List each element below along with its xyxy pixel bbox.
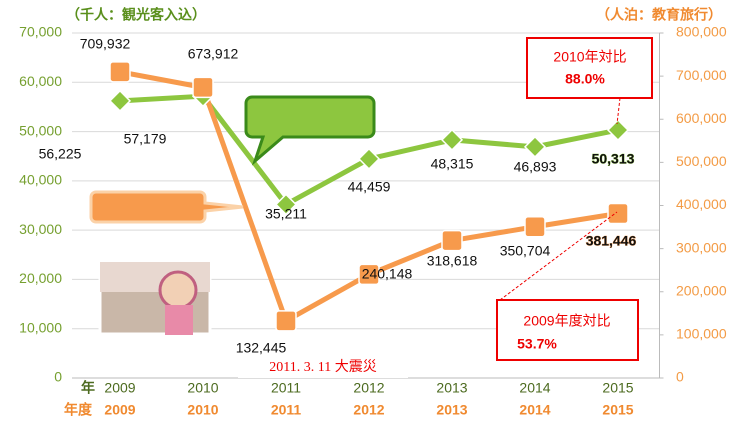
data-label: 46,893 [514,159,557,175]
data-label: 57,179 [124,131,167,147]
y2-tick-label: 100,000 [676,326,727,342]
y-tick-label: 10,000 [19,319,62,335]
x2-tick-label: 2014 [519,402,550,418]
event-label: 2011. 3. 11 大震災 [269,359,376,375]
y-tick-label: 30,000 [19,221,62,237]
data-label: 318,618 [427,253,478,269]
y-tick-label: 60,000 [19,73,62,89]
x-tick-label: 2012 [353,380,384,396]
data-label: 350,704 [500,243,551,259]
x2-tick-label: 2010 [187,402,218,418]
y2-axis-title: （人泊：教育旅行） [596,7,722,23]
y-tick-label: 50,000 [19,122,62,138]
marker [110,91,130,111]
y2-tick-label: 700,000 [676,67,727,83]
marker [442,130,462,150]
x-tick-label: 2010 [187,380,218,396]
x2-tick-label: 2012 [353,402,384,418]
marker [276,311,296,331]
data-label: 56,225 [39,146,82,162]
x2-tick-label: 2009 [104,402,135,418]
green-callout [246,97,374,161]
note-value: 53.7% [517,336,557,352]
x-tick-label: 2009 [104,380,135,396]
y2-tick-label: 600,000 [676,110,727,126]
marker [442,231,462,251]
y2-tick-label: 400,000 [676,196,727,212]
x-tick-label: 2014 [519,380,550,396]
y2-tick-label: 500,000 [676,153,727,169]
y2-tick-label: 0 [676,369,684,385]
orange-callout [91,192,243,222]
y2-tick-label: 200,000 [676,282,727,298]
x-tick-label: 2015 [602,380,633,396]
data-label: 673,912 [188,46,239,62]
data-label: 709,932 [80,36,131,52]
mascot-photo [100,262,210,335]
marker [110,62,130,82]
note-title: 2010年対比 [553,49,626,65]
data-label: 381,446 [586,233,637,249]
y-tick-label: 20,000 [19,270,62,286]
marker [193,77,213,97]
x2-tick-label: 2015 [602,402,633,418]
data-label: 50,313 [592,151,635,167]
data-label: 44,459 [348,179,391,195]
x-tick-label: 2013 [436,380,467,396]
x-axis-title: 年 [81,380,95,396]
y2-tick-label: 300,000 [676,239,727,255]
y-tick-label: 70,000 [19,24,62,40]
x2-axis-title: 年度 [64,402,93,418]
x2-tick-label: 2013 [436,402,467,418]
data-label: 35,211 [265,206,307,222]
data-label: 240,148 [362,266,413,282]
y-axis-title: （千人：観光客入込） [66,7,206,23]
x-tick-label: 2011 [271,380,301,396]
y-tick-label: 0 [54,369,62,385]
marker [608,120,628,140]
data-label: 48,315 [431,156,474,172]
marker [525,217,545,237]
chart: （千人：観光客入込） （人泊：教育旅行） 年 年度 0 10,000 20,000 3… [0,0,736,422]
y-tick-label: 40,000 [19,172,62,188]
note-box: 2010年対比 88.0% [527,38,652,124]
marker [359,149,379,169]
marker [525,137,545,157]
note-value: 88.0% [565,71,605,87]
marker [608,204,628,224]
y2-tick-label: 800,000 [676,24,727,40]
note-title: 2009年度対比 [523,313,610,329]
data-label: 132,445 [236,340,287,356]
x2-tick-label: 2011 [271,402,302,418]
